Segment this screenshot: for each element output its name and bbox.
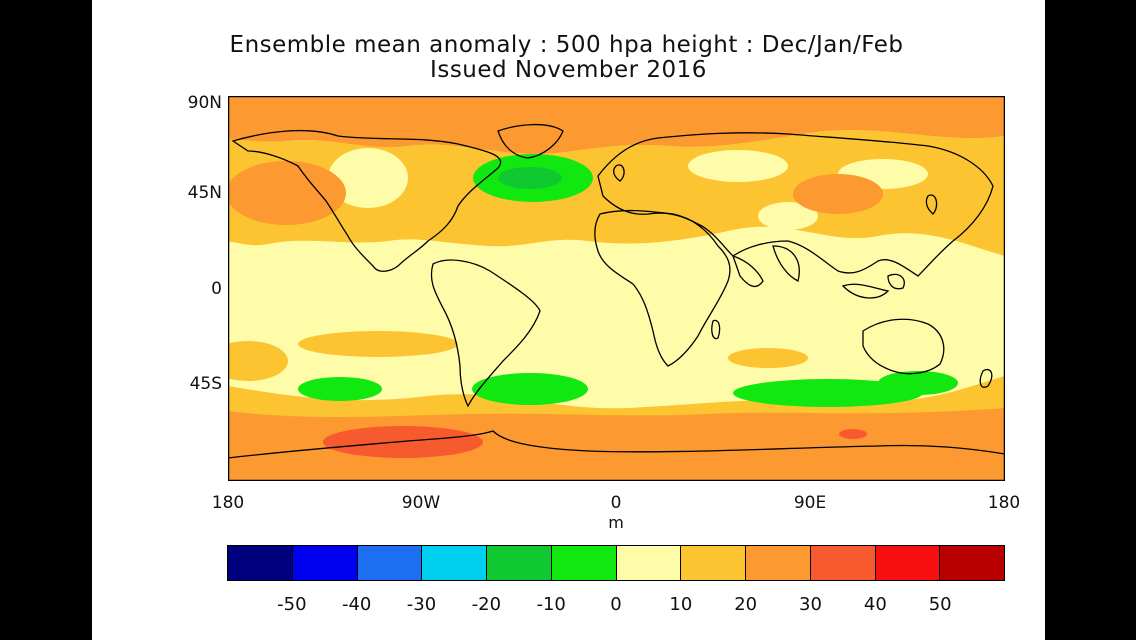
colorbar-tick-label: 50	[928, 594, 952, 615]
lon-label-180e: 180	[987, 493, 1021, 513]
colorbar-tick-label: 10	[669, 594, 693, 615]
colorbar-tick-label: 40	[863, 594, 887, 615]
south-pacific-low	[298, 377, 382, 401]
antarctic-band	[228, 408, 1005, 481]
central-asia-patch	[758, 202, 818, 230]
colorbar-tick-label: 20	[734, 594, 758, 615]
coastlines	[228, 123, 1005, 459]
south-indian-low	[733, 379, 923, 407]
chart-title: Ensemble mean anomaly : 500 hpa height :…	[229, 32, 904, 58]
indian-ocean-patch	[728, 348, 808, 368]
colorbar-swatch	[422, 546, 487, 580]
colorbar-tick-label: -10	[536, 594, 566, 615]
north-atlantic-low-core	[498, 167, 562, 189]
se-pacific-edge	[228, 341, 288, 381]
colorbar-swatch	[616, 546, 682, 580]
colorbar-swatch	[551, 546, 617, 580]
colorbar-swatch	[292, 546, 358, 580]
anomaly-map	[228, 96, 1005, 481]
lon-label-0: 0	[610, 493, 622, 513]
colorbar-tick-label: 30	[799, 594, 822, 615]
north-america-patch	[328, 148, 408, 208]
map-frame	[228, 96, 1005, 481]
asia-high	[793, 174, 883, 214]
colorbar-swatch	[810, 546, 876, 580]
chart-subtitle: Issued November 2016	[430, 57, 707, 83]
siberia-low-patch	[688, 150, 788, 182]
colorbar-swatch	[681, 546, 746, 580]
north-pacific-high	[228, 161, 346, 225]
lat-label-0: 0	[211, 279, 222, 299]
south-atlantic-low	[472, 373, 588, 405]
south-indian-spot	[839, 429, 867, 439]
colorbar-tick-label: -30	[406, 594, 437, 615]
colorbar-tick-label: -50	[277, 594, 307, 615]
south-indian-low-east	[878, 371, 958, 395]
lon-label-90w: 90W	[401, 493, 441, 513]
colorbar	[227, 545, 1005, 581]
colorbar-swatch	[875, 546, 941, 580]
unit-label: m	[608, 513, 624, 532]
lat-label-45n: 45N	[187, 183, 222, 203]
colorbar-swatch	[940, 546, 1004, 580]
lat-label-90n: 90N	[187, 93, 222, 113]
colorbar-tick-label: 0	[610, 594, 622, 615]
lon-label-90e: 90E	[793, 493, 827, 513]
colorbar-tick-label: -40	[341, 594, 372, 615]
colorbar-tick-label: -20	[471, 594, 502, 615]
colorbar-swatch	[487, 546, 552, 580]
colorbar-swatch	[357, 546, 423, 580]
colorbar-swatch	[746, 546, 811, 580]
lon-label-180w: 180	[211, 493, 245, 513]
colorbar-swatch	[228, 546, 293, 580]
south-pacific-patch	[298, 331, 458, 357]
lat-label-45s: 45S	[189, 374, 222, 394]
